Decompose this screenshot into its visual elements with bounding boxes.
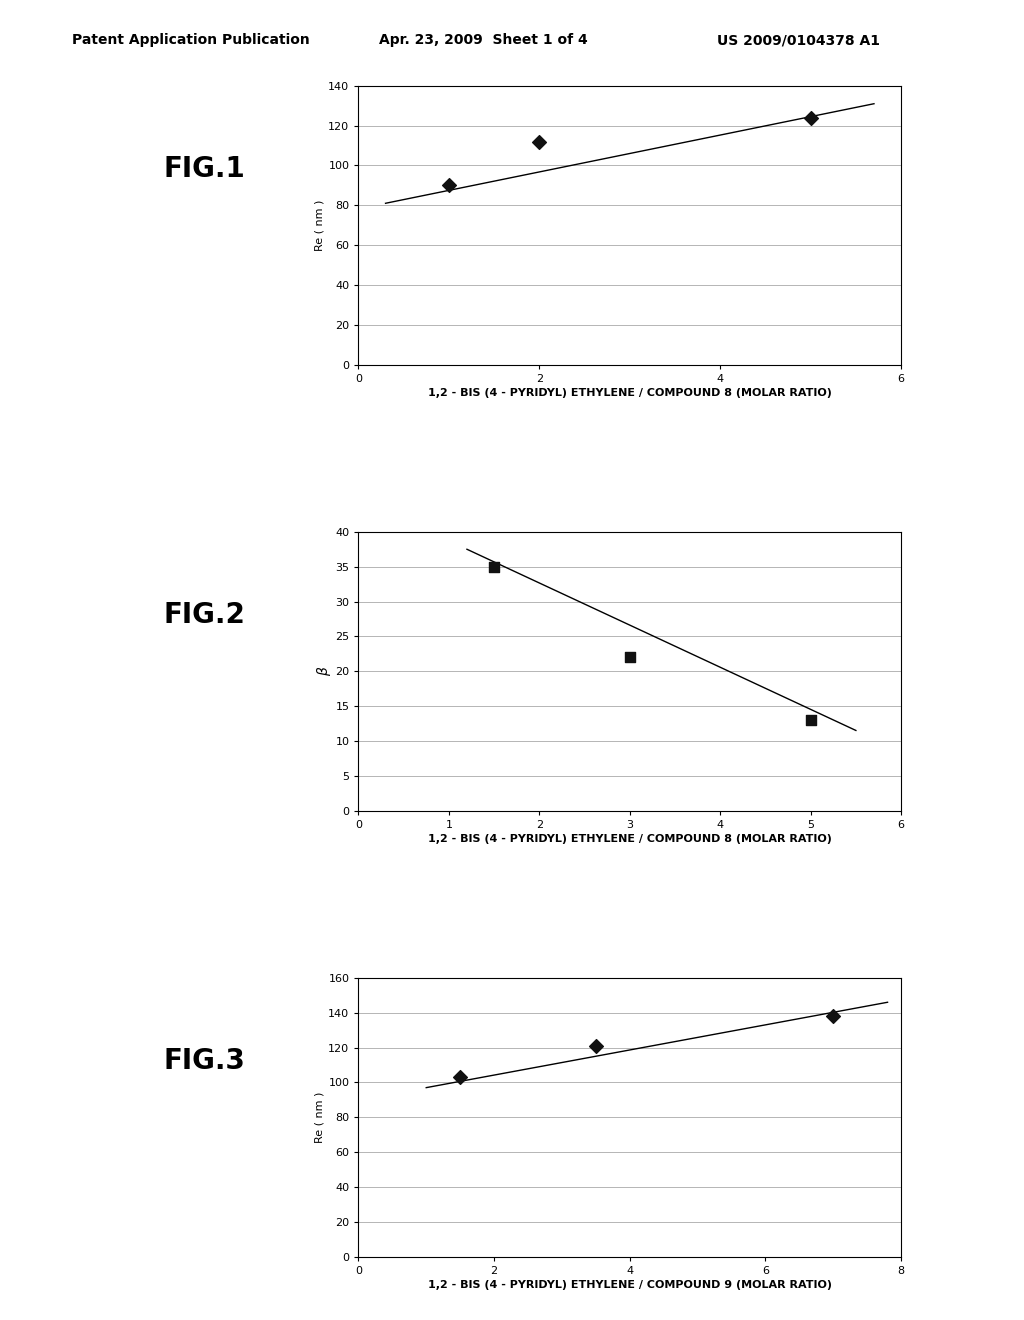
Y-axis label: β: β <box>317 667 331 676</box>
Point <box>531 131 548 152</box>
Y-axis label: Re ( nm ): Re ( nm ) <box>314 1092 324 1143</box>
Text: FIG.3: FIG.3 <box>164 1048 246 1076</box>
X-axis label: 1,2 - BIS (4 - PYRIDYL) ETHYLENE / COMPOUND 8 (MOLAR RATIO): 1,2 - BIS (4 - PYRIDYL) ETHYLENE / COMPO… <box>428 834 831 843</box>
Point <box>622 647 638 668</box>
Point <box>803 107 819 128</box>
Text: FIG.2: FIG.2 <box>164 602 246 630</box>
Point <box>452 1067 468 1088</box>
Text: Apr. 23, 2009  Sheet 1 of 4: Apr. 23, 2009 Sheet 1 of 4 <box>379 33 588 48</box>
Text: US 2009/0104378 A1: US 2009/0104378 A1 <box>717 33 880 48</box>
X-axis label: 1,2 - BIS (4 - PYRIDYL) ETHYLENE / COMPOUND 8 (MOLAR RATIO): 1,2 - BIS (4 - PYRIDYL) ETHYLENE / COMPO… <box>428 388 831 397</box>
Point <box>440 174 457 195</box>
Point <box>588 1035 604 1056</box>
Point <box>825 1006 842 1027</box>
Text: FIG.1: FIG.1 <box>164 156 246 183</box>
Point <box>803 709 819 730</box>
Text: Patent Application Publication: Patent Application Publication <box>72 33 309 48</box>
Y-axis label: Re ( nm ): Re ( nm ) <box>314 199 324 251</box>
Point <box>485 556 502 577</box>
X-axis label: 1,2 - BIS (4 - PYRIDYL) ETHYLENE / COMPOUND 9 (MOLAR RATIO): 1,2 - BIS (4 - PYRIDYL) ETHYLENE / COMPO… <box>428 1280 831 1290</box>
